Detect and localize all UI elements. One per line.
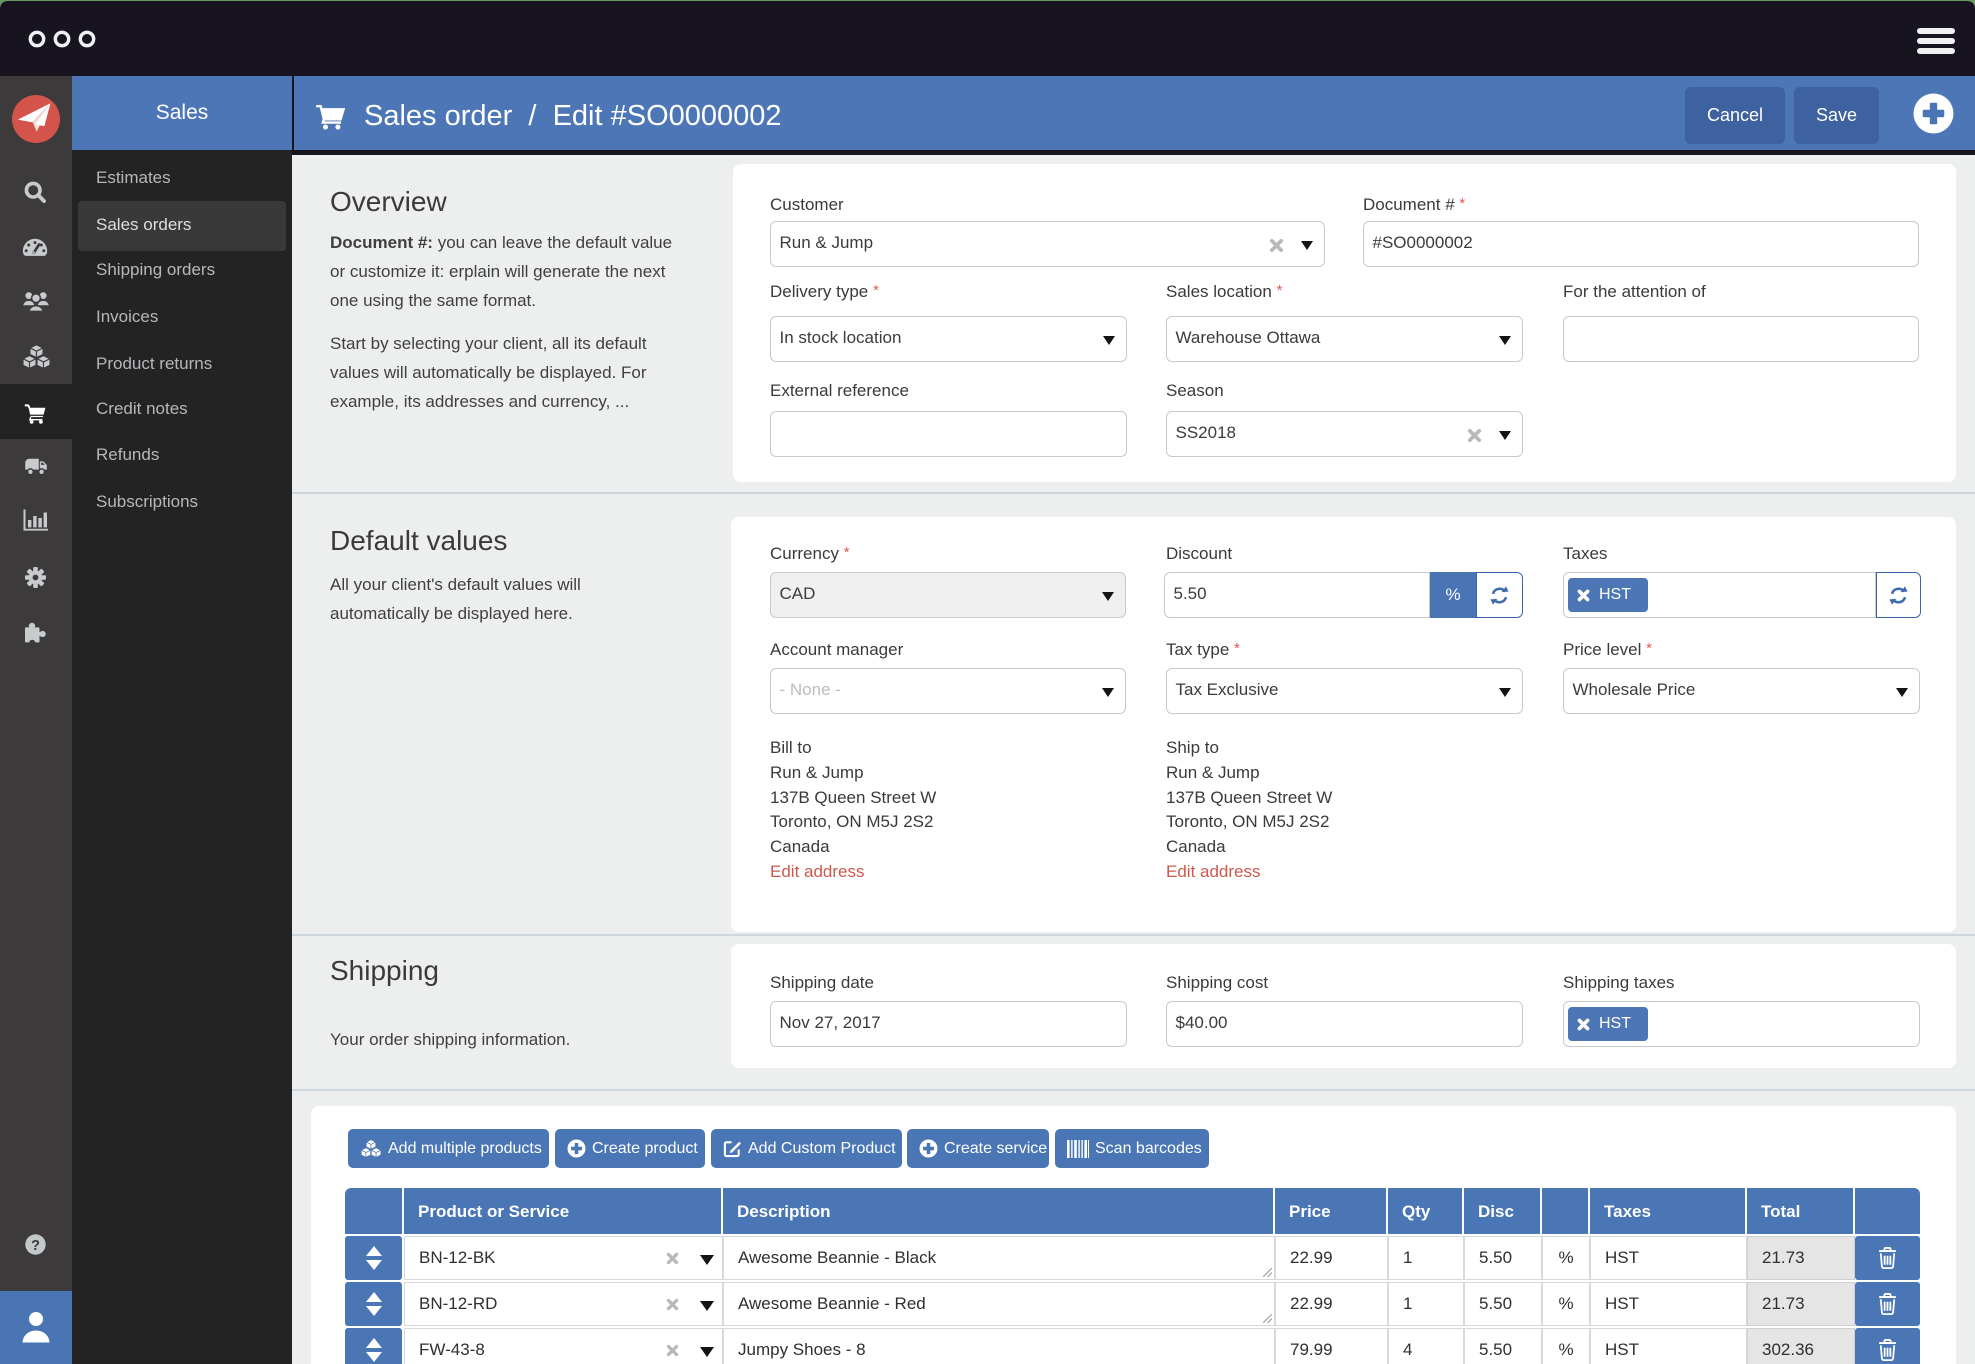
svg-text:?: ? bbox=[31, 1238, 40, 1254]
